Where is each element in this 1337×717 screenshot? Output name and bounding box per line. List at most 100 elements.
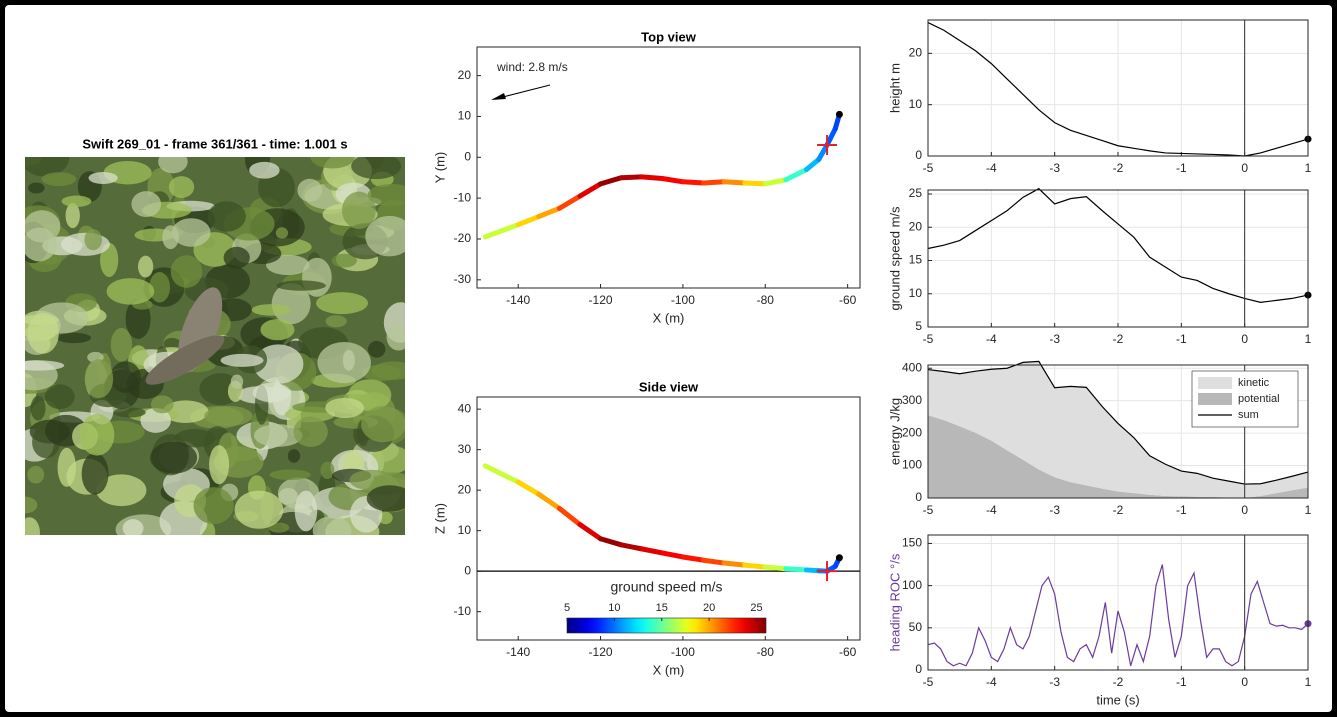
- legend-label: potential: [1238, 393, 1280, 405]
- foliage: [149, 272, 171, 303]
- axes: -5 -4 -3 -2 -1 0 1 0 50 100 150 time (s) heading ROC…: [887, 534, 1312, 707]
- area: [928, 361, 1308, 498]
- bird-wing: [145, 335, 225, 385]
- y-axis-label: height m: [887, 63, 902, 113]
- x-tick-label: -5: [923, 675, 934, 689]
- x-tick-label: -100: [671, 293, 695, 307]
- foliage: [252, 382, 291, 403]
- foliage: [351, 157, 402, 180]
- foliage: [41, 172, 77, 187]
- foliage: [204, 405, 253, 427]
- foliage: [163, 337, 181, 350]
- foliage: [275, 227, 289, 239]
- y-tick-label: 20: [458, 482, 472, 496]
- x-tick-label: -1: [1176, 503, 1187, 517]
- colorbar-tick-label: 5: [564, 602, 570, 614]
- foliage: [65, 202, 80, 229]
- axes-frame: [927, 19, 1309, 157]
- x-tick-label: -60: [839, 645, 857, 659]
- trajectory-segment: [556, 505, 583, 528]
- axes-background: [477, 397, 860, 640]
- colorbar-tick-label: 15: [656, 602, 668, 614]
- y-tick-label: 300: [902, 393, 922, 407]
- trajectory-segment: [639, 546, 665, 556]
- x-tick-label: -2: [1113, 503, 1124, 517]
- foliage: [368, 340, 386, 358]
- x-tick-label: -1: [1176, 332, 1187, 346]
- y-tick-label: -10: [454, 190, 472, 204]
- foliage: [312, 516, 352, 535]
- trajectory-segment: [659, 550, 686, 560]
- foliage: [110, 361, 141, 393]
- x-tick-label: 1: [1305, 332, 1312, 346]
- x-tick-label: -60: [839, 293, 857, 307]
- foliage: [170, 255, 203, 288]
- position-marker: [817, 135, 838, 156]
- foliage: [209, 445, 230, 485]
- foliage: [25, 227, 57, 262]
- y-tick-label: 5: [915, 319, 922, 333]
- axes-frame: [927, 189, 1309, 328]
- foliage: [193, 487, 234, 525]
- y-tick-label: -20: [454, 231, 472, 245]
- trajectory-segment: [618, 174, 645, 181]
- foliage: [25, 496, 38, 514]
- image-title: Swift 269_01 - frame 361/361 - time: 1.0…: [82, 136, 347, 151]
- foliage: [317, 341, 371, 384]
- foliage: [269, 469, 311, 481]
- trajectory-segment: [482, 222, 521, 240]
- trajectory-segment: [701, 557, 727, 566]
- y-tick-label: 50: [909, 620, 923, 634]
- y-tick-label: 10: [909, 286, 923, 300]
- trajectory-segment: [742, 180, 768, 187]
- foliage: [253, 344, 304, 384]
- foliage: [137, 255, 154, 278]
- trajectory-segment: [824, 126, 838, 148]
- x-axis-label: time (s): [1096, 692, 1139, 707]
- y-tick-label: 0: [464, 149, 471, 163]
- x-tick-label: -5: [923, 332, 934, 346]
- y-tick-label: 150: [902, 536, 922, 550]
- trajectory-segment: [762, 564, 789, 572]
- trajectory-segment: [482, 463, 521, 485]
- foliage: [79, 413, 115, 456]
- foliage: [268, 522, 290, 533]
- colorbar-tick-label: 25: [750, 602, 762, 614]
- foliage: [113, 407, 146, 418]
- foliage: [253, 424, 303, 447]
- x-tick-label: -1: [1176, 675, 1187, 689]
- trajectory-segment: [515, 214, 542, 228]
- y-tick-label: 20: [458, 68, 472, 82]
- foliage: [341, 191, 376, 230]
- y-tick-label: 20: [909, 46, 923, 60]
- foliage: [84, 359, 114, 399]
- foliage: [331, 253, 357, 268]
- y-tick-label: 10: [909, 97, 923, 111]
- y-tick-label: 200: [902, 425, 922, 439]
- y-tick-label: 10: [458, 109, 472, 123]
- x-axis-label: X (m): [653, 310, 685, 325]
- legend-label: sum: [1238, 409, 1259, 421]
- foliage: [361, 406, 405, 443]
- foliage: [349, 469, 394, 491]
- y-tick-label: 0: [915, 148, 922, 162]
- trajectory-segment: [783, 167, 809, 183]
- y-axis-label: Z (m): [432, 503, 447, 534]
- x-tick-label: 0: [1241, 675, 1248, 689]
- y-tick-label: -30: [454, 272, 472, 286]
- y-tick-label: 0: [464, 563, 471, 577]
- x-tick-label: -4: [986, 675, 997, 689]
- foliage: [234, 490, 284, 529]
- foliage: [88, 172, 118, 184]
- x-tick-label: -1: [1176, 161, 1187, 175]
- foliage: [325, 397, 365, 419]
- legend-swatch: [1198, 377, 1232, 389]
- video-frame: [25, 157, 405, 535]
- foliage: [96, 474, 147, 507]
- legend-label: kinetic: [1238, 377, 1270, 389]
- foliage: [25, 314, 59, 325]
- x-tick-label: -140: [506, 293, 530, 307]
- chart-title: Top view: [641, 29, 697, 44]
- x-tick-label: 1: [1305, 503, 1312, 517]
